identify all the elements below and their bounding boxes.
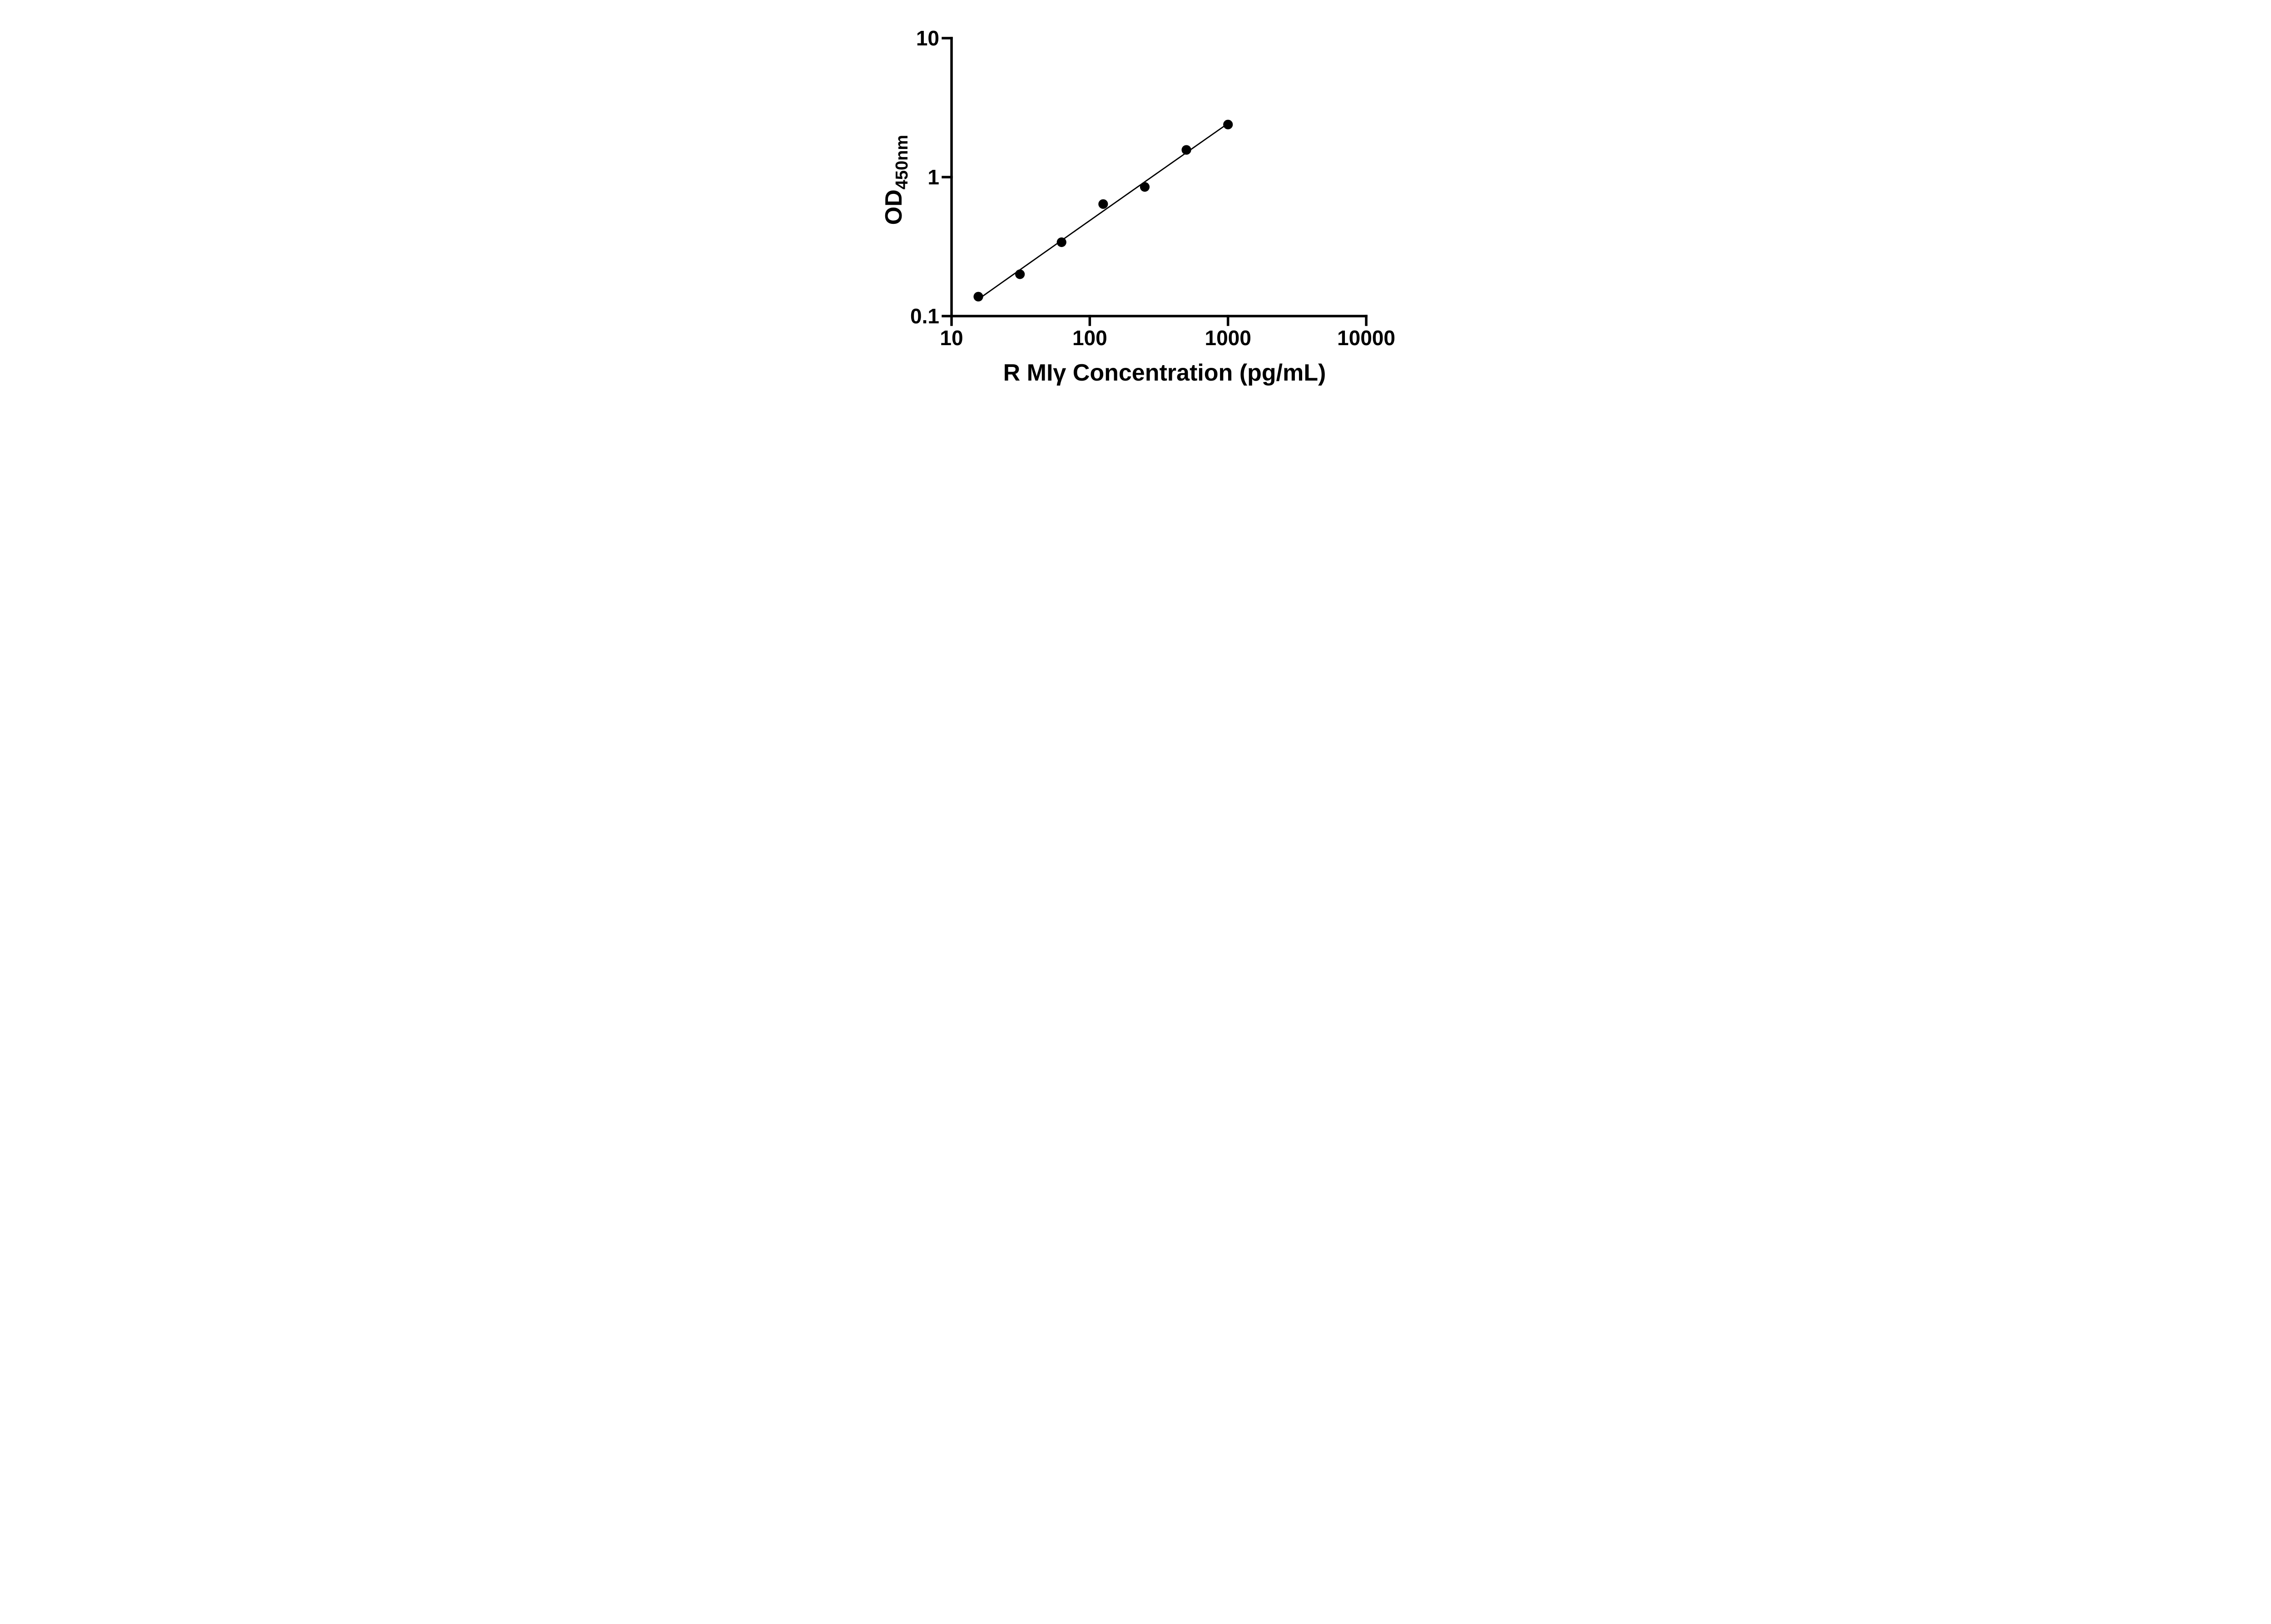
data-point-15.625pg <box>973 292 983 302</box>
data-point-1000pg <box>1223 119 1233 129</box>
x-tick-label-10: 10 <box>940 326 963 350</box>
data-points-group <box>973 119 1233 302</box>
y-axis-tick-labels: 0.1 1 10 <box>910 26 939 328</box>
y-tick-label-1: 1 <box>927 165 939 189</box>
data-point-500pg <box>1181 145 1191 155</box>
y-tick-label-10: 10 <box>916 26 939 50</box>
data-point-250pg <box>1140 182 1150 192</box>
axes <box>942 37 1368 326</box>
elisa-standard-curve-figure: 0.1 1 10 10 100 1000 10000 R MIγ Concentratio… <box>849 0 1422 406</box>
y-axis-title-main: OD <box>881 189 907 225</box>
y-axis-title: OD450nm <box>881 135 912 225</box>
data-point-31.25pg <box>1015 269 1025 279</box>
data-point-62.5pg <box>1056 237 1066 247</box>
data-point-125pg <box>1098 199 1108 209</box>
x-tick-label-1000: 1000 <box>1205 326 1251 350</box>
y-tick-label-0.1: 0.1 <box>910 304 939 328</box>
chart-canvas: 0.1 1 10 10 100 1000 10000 R MIγ Concentratio… <box>881 26 1395 386</box>
x-tick-label-100: 100 <box>1072 326 1107 350</box>
x-axis-tick-labels: 10 100 1000 10000 <box>940 326 1395 350</box>
x-tick-label-10000: 10000 <box>1337 326 1395 350</box>
y-axis-title-subscript: 450nm <box>893 135 912 189</box>
x-axis-title: R MIγ Concentration (pg/mL) <box>1003 360 1326 386</box>
